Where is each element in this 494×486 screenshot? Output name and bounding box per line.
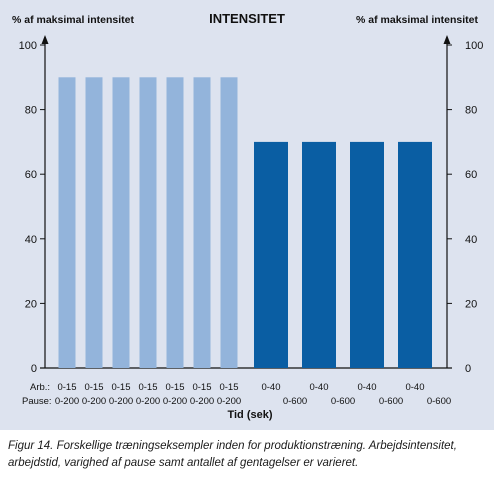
bar — [398, 141, 432, 368]
bar — [254, 141, 288, 368]
bar — [58, 77, 76, 369]
bar-work-label: 0-15 — [219, 382, 238, 393]
bar-work-label: 0-40 — [309, 382, 328, 393]
figure-caption: Figur 14. Forskellige træningseksempler … — [8, 438, 486, 472]
bar-work-label: 0-40 — [405, 382, 424, 393]
row-label-work: Arb.: — [30, 382, 50, 393]
y-tick-label-left: 0 — [31, 363, 37, 375]
bar — [112, 77, 130, 369]
bar-pause-label: 0-200 — [217, 396, 241, 407]
bar-work-label: 0-40 — [261, 382, 280, 393]
y-tick-label-left: 80 — [25, 105, 37, 117]
caption-line-1: Figur 14. Forskellige træningseksempler … — [8, 440, 457, 452]
caption-line-2: arbejdstid, varighed af pause samt antal… — [8, 457, 359, 469]
bar — [166, 77, 184, 369]
bar — [302, 141, 336, 368]
y-tick-label-right: 20 — [465, 298, 477, 310]
bar-work-label: 0-15 — [138, 382, 157, 393]
bar-pause-label: 0-200 — [82, 396, 106, 407]
bar-pause-label: 0-200 — [136, 396, 160, 407]
y-axis-left-arrow — [41, 35, 49, 44]
bar-pause-label: 0-200 — [55, 396, 79, 407]
bar-pause-label: 0-200 — [163, 396, 187, 407]
chart-title: INTENSITET — [209, 11, 285, 26]
bar-work-label: 0-40 — [357, 382, 376, 393]
y-tick-label-right: 60 — [465, 169, 477, 181]
y-axis-label-right: % af maksimal intensitet — [356, 14, 478, 26]
bar-pause-label: 0-600 — [427, 396, 451, 407]
y-tick-label-left: 100 — [19, 40, 37, 52]
y-axis-right-arrow — [443, 35, 451, 44]
bar-work-label: 0-15 — [111, 382, 130, 393]
x-axis-label: Tid (sek) — [227, 409, 272, 421]
bar — [350, 141, 384, 368]
y-tick-label-right: 40 — [465, 234, 477, 246]
bar — [139, 77, 157, 369]
bar-pause-label: 0-200 — [190, 396, 214, 407]
y-axis-label-left: % af maksimal intensitet — [12, 14, 134, 26]
bar-chart: % af maksimal intensitet INTENSITET % af… — [12, 11, 483, 421]
bar-pause-label: 0-600 — [331, 396, 355, 407]
bar — [220, 77, 238, 369]
y-tick-label-left: 60 — [25, 169, 37, 181]
y-tick-label-right: 80 — [465, 105, 477, 117]
bar-work-label: 0-15 — [84, 382, 103, 393]
y-tick-label-left: 40 — [25, 234, 37, 246]
bar-work-label: 0-15 — [165, 382, 184, 393]
bar-pause-label: 0-600 — [283, 396, 307, 407]
bars — [58, 77, 432, 369]
row-label-pause: Pause: — [22, 396, 52, 407]
y-tick-label-left: 20 — [25, 298, 37, 310]
bar — [85, 77, 103, 369]
figure: % af maksimal intensitet INTENSITET % af… — [0, 0, 494, 430]
category-labels: 0-15 0-200 0-15 0-200 0-15 0-200 0-15 0-200 0-15… — [55, 382, 451, 407]
y-tick-label-right: 0 — [465, 363, 471, 375]
y-tick-label-right: 100 — [465, 40, 483, 52]
bar — [193, 77, 211, 369]
axes: 0 0 20 20 40 40 60 60 80 80 100 100 — [19, 35, 483, 375]
bar-work-label: 0-15 — [57, 382, 76, 393]
bar-pause-label: 0-200 — [109, 396, 133, 407]
bar-work-label: 0-15 — [192, 382, 211, 393]
bar-pause-label: 0-600 — [379, 396, 403, 407]
